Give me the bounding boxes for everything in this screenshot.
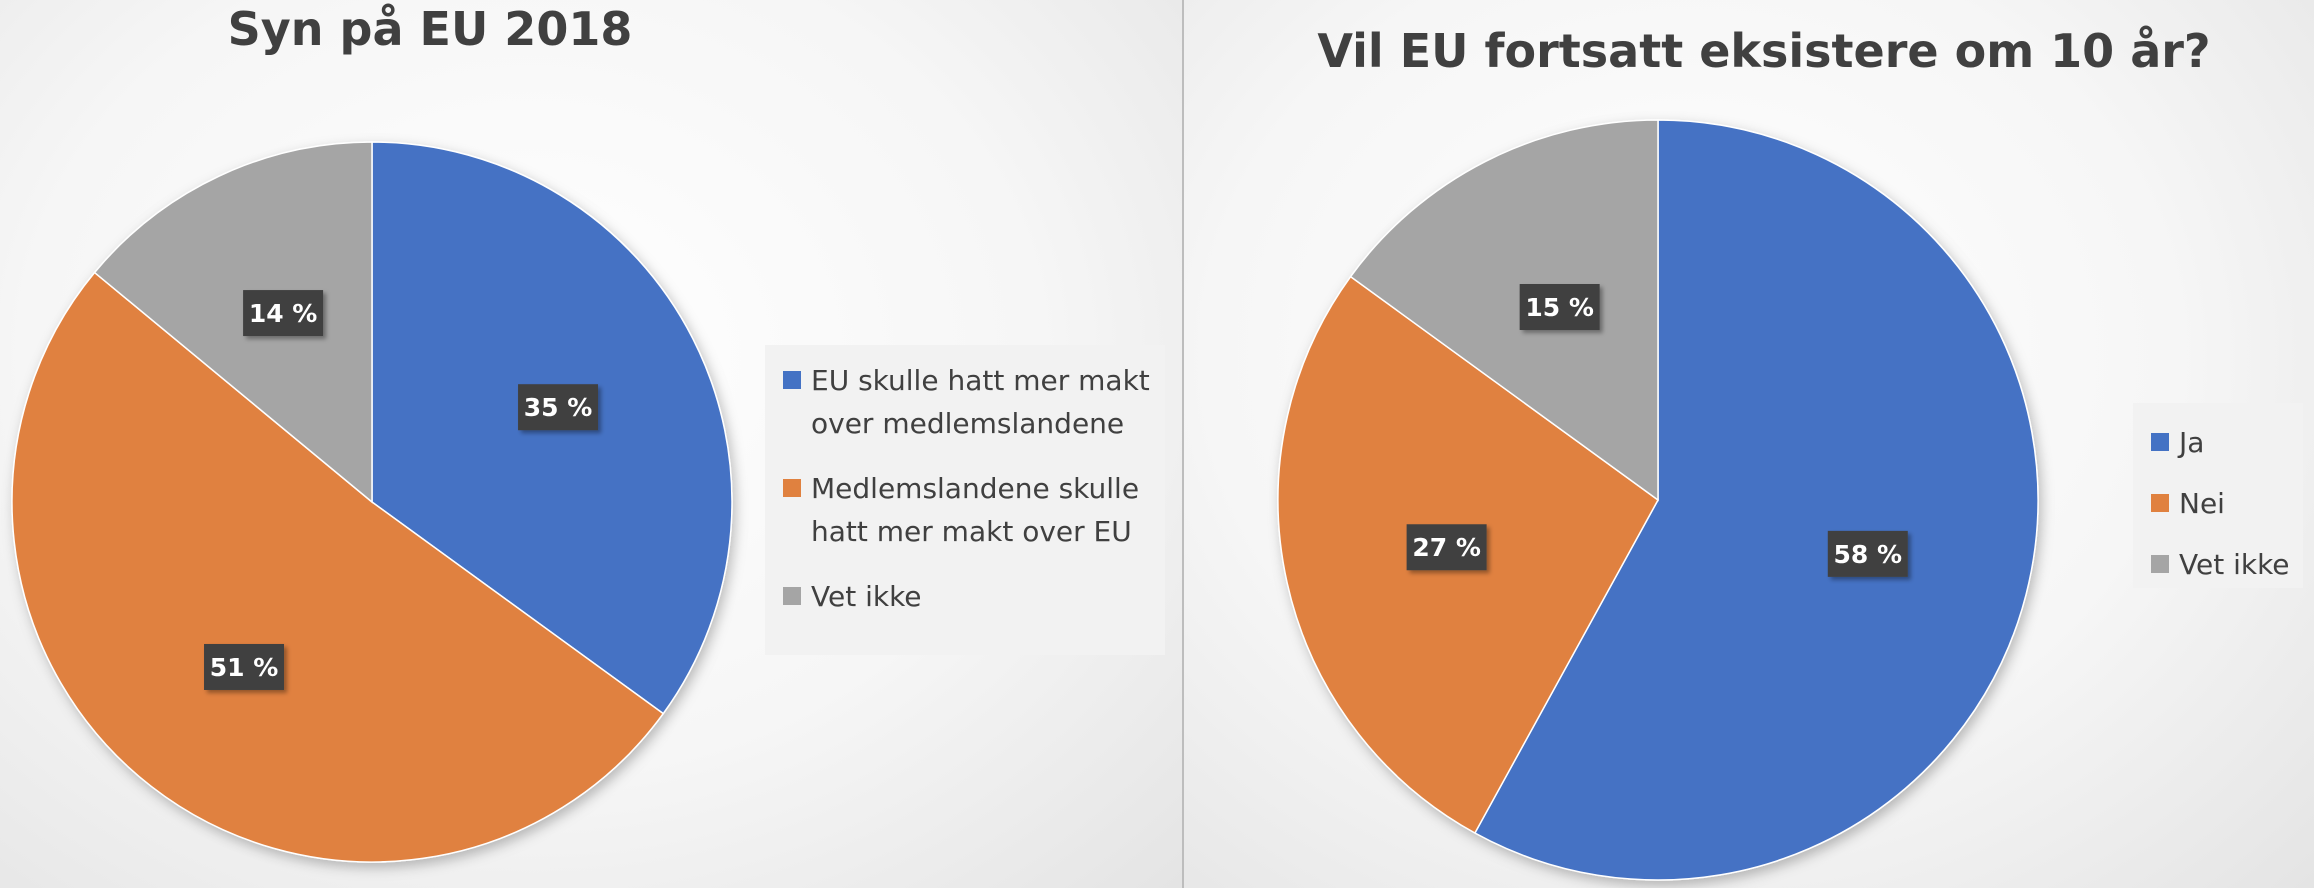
panel-divider: [1182, 0, 1184, 888]
legend-item: Medlemslandene skulle hatt mer makt over…: [783, 467, 1165, 553]
data-label-3: 14 %: [243, 290, 324, 337]
data-label-text: 58 %: [1834, 540, 1903, 569]
legend-label: Nei: [2179, 487, 2225, 520]
data-label-text: 27 %: [1412, 533, 1481, 562]
pie-slice-1: [1473, 119, 2039, 881]
legend-item: Vet ikke: [2151, 543, 2303, 586]
data-label-box: [243, 290, 324, 337]
legend-left: EU skulle hatt mer makt over medlemsland…: [765, 345, 1165, 655]
data-label-1: 58 %: [1827, 530, 1908, 577]
legend-label: Medlemslandene skulle hatt mer makt over…: [811, 472, 1140, 548]
data-label-text: 14 %: [249, 299, 318, 328]
data-label-box: [518, 384, 599, 431]
chart-panel-left: Syn på EU 2018 35 % 51 % 14 % EU skulle ha…: [0, 0, 1182, 888]
legend-label: Vet ikke: [2179, 548, 2290, 581]
legend-item: EU skulle hatt mer makt over medlemsland…: [783, 359, 1165, 445]
legend-label: EU skulle hatt mer makt over medlemsland…: [811, 364, 1150, 440]
pie-chart-right: 58 % 27 % 15 %: [1277, 119, 2039, 881]
chart-title-right: Vil EU fortsatt eksistere om 10 år?: [1317, 24, 2211, 78]
legend-right: Ja Nei Vet ikke: [2133, 403, 2303, 588]
legend-item: Nei: [2151, 482, 2303, 525]
legend-item: Ja: [2151, 421, 2303, 464]
legend-swatch: [2151, 555, 2169, 573]
legend-label: Vet ikke: [811, 580, 922, 613]
pie-slice-3: [93, 141, 373, 504]
data-label-2: 51 %: [204, 643, 285, 690]
legend-swatch: [2151, 433, 2169, 451]
chart-panel-right: Vil EU fortsatt eksistere om 10 år? 58 %…: [1184, 0, 2314, 888]
legend-swatch: [783, 479, 801, 497]
legend-swatch: [2151, 494, 2169, 512]
chart-title-left: Syn på EU 2018: [227, 2, 633, 56]
data-label-text: 15 %: [1525, 293, 1594, 322]
data-label-1: 35 %: [518, 384, 599, 431]
legend-swatch: [783, 371, 801, 389]
data-label-box: [204, 643, 285, 690]
data-label-box: [1519, 284, 1600, 331]
data-label-box: [1406, 524, 1487, 571]
data-label-text: 35 %: [524, 393, 593, 422]
pie-chart-left: 35 % 51 % 14 %: [11, 141, 733, 863]
pie-slice-2: [11, 271, 665, 863]
data-label-box: [1827, 530, 1908, 577]
pie-slice-3: [1349, 119, 1659, 502]
data-label-2: 27 %: [1406, 524, 1487, 571]
legend-label: Ja: [2179, 426, 2205, 459]
legend-swatch: [783, 587, 801, 605]
data-label-text: 51 %: [210, 653, 279, 682]
legend-item: Vet ikke: [783, 575, 1165, 618]
data-label-3: 15 %: [1519, 284, 1600, 331]
